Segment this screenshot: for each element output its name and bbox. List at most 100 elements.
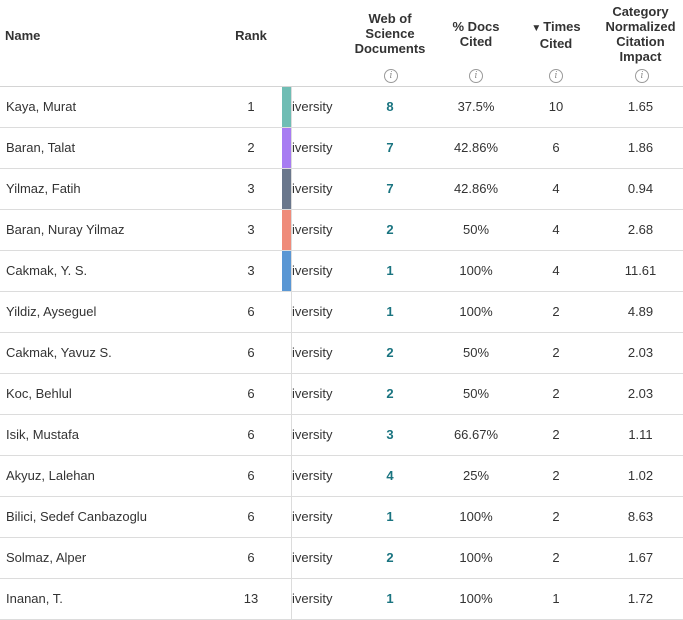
wos-documents-link[interactable]: 2 (386, 222, 394, 237)
column-divider (291, 415, 292, 456)
author-rank: 6 (247, 427, 255, 442)
column-header-docs-cited[interactable]: % Docs Cited (452, 19, 500, 49)
institution-name: iversity (292, 550, 333, 565)
author-rank: 2 (247, 140, 255, 155)
cnci-value: 2.03 (627, 345, 654, 360)
table-row: Cakmak, Y. S. 3 iversity 1 100% 4 11.61 (0, 251, 683, 292)
series-color-swatch (282, 169, 291, 209)
table-row: Bilici, Sedef Canbazoglu 6 iversity 1 100% 2 8… (0, 497, 683, 538)
series-color-swatch (282, 210, 291, 250)
docs-cited-value: 100% (459, 550, 493, 565)
column-divider (291, 456, 292, 497)
docs-cited-value: 50% (462, 386, 490, 401)
times-cited-value: 2 (552, 550, 560, 565)
times-cited-value: 6 (552, 140, 560, 155)
cnci-value: 2.03 (627, 386, 654, 401)
column-header-wos-documents[interactable]: Web of Science Documents (354, 11, 426, 56)
author-rank: 3 (247, 181, 255, 196)
column-divider (291, 579, 292, 620)
info-icon-wos[interactable]: i (384, 69, 398, 83)
docs-cited-value: 100% (459, 591, 493, 606)
wos-documents-link[interactable]: 4 (386, 468, 394, 483)
wos-documents-link[interactable]: 2 (386, 345, 394, 360)
cnci-value: 0.94 (627, 181, 654, 196)
institution-name: iversity (292, 386, 333, 401)
institution-name: iversity (292, 140, 333, 155)
author-name: Baran, Nuray Yilmaz (6, 222, 125, 237)
column-header-name[interactable]: Name (5, 28, 41, 43)
institution-name: iversity (292, 427, 333, 442)
info-icon-cnci[interactable]: i (635, 69, 649, 83)
info-icon-docs-cited[interactable]: i (469, 69, 483, 83)
author-name: Akyuz, Lalehan (6, 468, 95, 483)
author-name: Isik, Mustafa (6, 427, 79, 442)
table-row: Baran, Talat 2 iversity 7 42.86% 6 1.86 (0, 128, 683, 169)
info-icon-times-cited[interactable]: i (549, 69, 563, 83)
institution-name: iversity (292, 345, 333, 360)
wos-documents-link[interactable]: 1 (386, 591, 394, 606)
column-divider (291, 538, 292, 579)
column-divider (291, 497, 292, 538)
docs-cited-value: 100% (459, 509, 493, 524)
times-cited-value: 2 (552, 304, 560, 319)
author-name: Bilici, Sedef Canbazoglu (6, 509, 147, 524)
times-cited-value: 10 (548, 99, 564, 114)
wos-documents-link[interactable]: 7 (386, 181, 394, 196)
docs-cited-value: 50% (462, 222, 490, 237)
docs-cited-value: 42.86% (453, 181, 499, 196)
docs-cited-value: 66.67% (453, 427, 499, 442)
wos-documents-link[interactable]: 2 (386, 550, 394, 565)
docs-cited-value: 50% (462, 345, 490, 360)
cnci-value: 1.86 (627, 140, 654, 155)
column-header-times-cited[interactable]: ▼ Times Cited (520, 19, 592, 51)
times-cited-value: 2 (552, 509, 560, 524)
wos-documents-link[interactable]: 8 (386, 99, 394, 114)
times-cited-value: 2 (552, 345, 560, 360)
author-rank: 6 (247, 468, 255, 483)
times-cited-value: 1 (552, 591, 560, 606)
table-row: Cakmak, Yavuz S. 6 iversity 2 50% 2 2.03 (0, 333, 683, 374)
table-header: Name Rank Web of Science Documents % Doc… (0, 0, 683, 87)
author-name: Yilmaz, Fatih (6, 181, 81, 196)
wos-documents-link[interactable]: 1 (386, 263, 394, 278)
author-rank: 6 (247, 386, 255, 401)
column-header-rank[interactable]: Rank (235, 28, 267, 43)
column-header-cnci[interactable]: Category Normalized Citation Impact (605, 4, 676, 64)
column-header-times-cited-label: Times Cited (539, 19, 581, 51)
institution-name: iversity (292, 181, 333, 196)
column-divider (291, 210, 292, 251)
table-row: Yildiz, Ayseguel 6 iversity 1 100% 2 4.89 (0, 292, 683, 333)
column-divider (291, 128, 292, 169)
docs-cited-value: 25% (462, 468, 490, 483)
institution-name: iversity (292, 509, 333, 524)
author-rank: 6 (247, 345, 255, 360)
wos-documents-link[interactable]: 7 (386, 140, 394, 155)
table-body: Kaya, Murat 1 iversity 8 37.5% 10 1.65 Baran, T… (0, 87, 683, 620)
cnci-value: 2.68 (627, 222, 654, 237)
docs-cited-value: 100% (459, 304, 493, 319)
wos-documents-link[interactable]: 1 (386, 509, 394, 524)
wos-documents-link[interactable]: 3 (386, 427, 394, 442)
author-rank: 6 (247, 550, 255, 565)
series-color-swatch (282, 251, 291, 291)
author-name: Kaya, Murat (6, 99, 77, 114)
institution-name: iversity (292, 263, 333, 278)
institution-name: iversity (292, 591, 333, 606)
docs-cited-value: 100% (459, 263, 493, 278)
series-color-swatch (282, 87, 291, 127)
cnci-value: 1.65 (627, 99, 654, 114)
cnci-value: 1.72 (627, 591, 654, 606)
institution-name: iversity (292, 99, 333, 114)
table-row: Yilmaz, Fatih 3 iversity 7 42.86% 4 0.94 (0, 169, 683, 210)
author-rank: 13 (243, 591, 259, 606)
author-name: Yildiz, Ayseguel (6, 304, 97, 319)
table-row: Akyuz, Lalehan 6 iversity 4 25% 2 1.02 (0, 456, 683, 497)
docs-cited-value: 37.5% (457, 99, 495, 114)
table-row: Baran, Nuray Yilmaz 3 iversity 2 50% 4 2.68 (0, 210, 683, 251)
author-rank: 6 (247, 304, 255, 319)
author-name: Koc, Behlul (6, 386, 72, 401)
wos-documents-link[interactable]: 2 (386, 386, 394, 401)
institution-name: iversity (292, 304, 333, 319)
wos-documents-link[interactable]: 1 (386, 304, 394, 319)
column-divider (291, 374, 292, 415)
